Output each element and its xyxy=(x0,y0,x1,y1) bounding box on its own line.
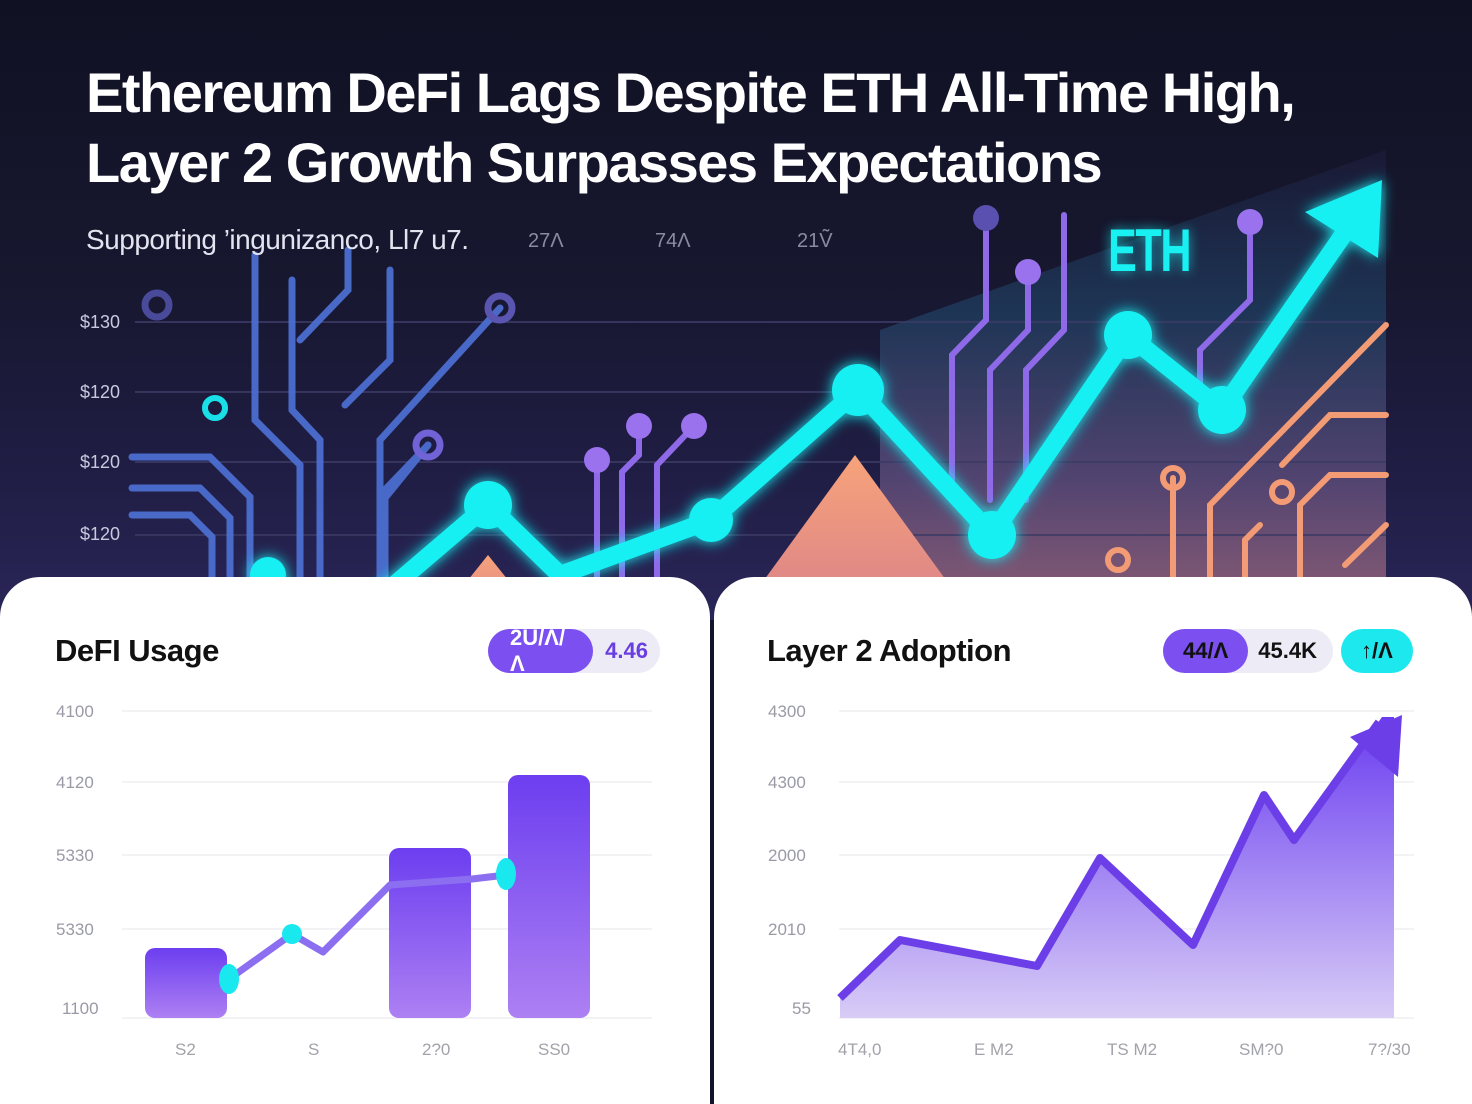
card-title: DeFI Usage xyxy=(55,633,219,668)
hero-y-tick: $120 xyxy=(80,524,121,544)
hero-y-tick: $130 xyxy=(80,312,121,332)
hero-y-tick: $120 xyxy=(80,382,121,402)
x-tick: SM?0 xyxy=(1239,1040,1284,1059)
sub-stat: 74Λ xyxy=(655,230,691,252)
defi-usage-chart xyxy=(122,710,652,1019)
headline: Ethereum DeFi Lags Despite ETH All-Time … xyxy=(86,58,1426,198)
arrow-head-icon xyxy=(1305,180,1382,258)
l2-primary-pill[interactable]: 44/Λ xyxy=(1163,629,1249,673)
y-tick: 4100 xyxy=(56,702,94,721)
arrow-head-icon xyxy=(1350,715,1402,777)
trend-points xyxy=(219,858,516,994)
hero-banner: Ethereum DeFi Lags Despite ETH All-Time … xyxy=(0,0,1472,620)
eth-label: ETH xyxy=(1108,217,1192,284)
layer2-adoption-card: Layer 2 Adoption 44/Λ 45.4K ↑/Λ 4300 430… xyxy=(714,577,1472,1104)
y-tick: 5330 xyxy=(56,846,94,865)
sub-stat: 21Ṽ xyxy=(797,230,833,252)
subtitle: Supporting ’ingunizanco, Ll7 u7. xyxy=(86,224,469,255)
l2-stat-pills: 44/Λ 45.4K xyxy=(1163,629,1333,673)
x-tick: SS0 xyxy=(538,1040,571,1059)
l2-value-pill[interactable]: 45.4K xyxy=(1258,638,1317,663)
circuit-nodes-right xyxy=(973,205,1263,285)
l2-area-fill xyxy=(840,717,1394,1018)
defi-value-pill[interactable]: 4.46 xyxy=(605,638,648,663)
defi-primary-pill[interactable]: 2U/Λ/Λ xyxy=(488,625,594,676)
x-tick: 7?/30 xyxy=(1368,1040,1411,1059)
card-title: Layer 2 Adoption xyxy=(767,633,1012,668)
bar xyxy=(145,948,227,1018)
x-tick: TS M2 xyxy=(1107,1040,1158,1059)
hero-y-tick: $120 xyxy=(80,452,121,472)
hero-gridlines xyxy=(135,321,1386,536)
defi-trend-line xyxy=(226,871,507,982)
l2-change-pill[interactable]: ↑/Λ xyxy=(1341,629,1413,673)
y-tick: 2000 xyxy=(768,846,806,865)
y-tick: 2010 xyxy=(768,920,806,939)
y-tick: 55 xyxy=(792,999,811,1018)
defi-stat-pills: 2U/Λ/Λ 4.46 xyxy=(488,625,660,676)
bar xyxy=(389,848,471,1018)
y-tick: 4120 xyxy=(56,773,94,792)
y-tick: 5330 xyxy=(56,920,94,939)
circuit-nodes-left xyxy=(141,289,516,461)
x-tick: S xyxy=(308,1040,320,1059)
circuit-nodes-middle xyxy=(584,413,707,473)
headline-line-2: Layer 2 Growth Surpasses Expectations xyxy=(86,131,1103,194)
l2-line xyxy=(837,719,1383,1001)
eth-price-line xyxy=(250,180,1382,620)
y-tick: 4300 xyxy=(768,702,806,721)
circuit-nodes-orange xyxy=(1105,465,1295,573)
x-tick: S2 xyxy=(175,1040,196,1059)
circuit-traces-right xyxy=(949,212,1253,503)
y-tick: 1100 xyxy=(62,999,99,1018)
x-tick: E M2 xyxy=(974,1040,1014,1059)
defi-usage-card: DeFI Usage 2U/Λ/Λ 4.46 4100 4120 5 xyxy=(0,577,710,1104)
layer2-adoption-chart xyxy=(837,710,1414,1019)
y-tick: 4300 xyxy=(768,773,806,792)
x-tick: 2?0 xyxy=(422,1040,451,1059)
headline-line-1: Ethereum DeFi Lags Despite ETH All-Time … xyxy=(86,61,1296,124)
circuit-traces-left xyxy=(128,246,504,620)
hero-chart xyxy=(128,150,1389,620)
bar xyxy=(508,775,590,1018)
x-tick: 4T4,0 xyxy=(838,1040,882,1059)
sub-stat: 27Λ xyxy=(528,230,564,252)
